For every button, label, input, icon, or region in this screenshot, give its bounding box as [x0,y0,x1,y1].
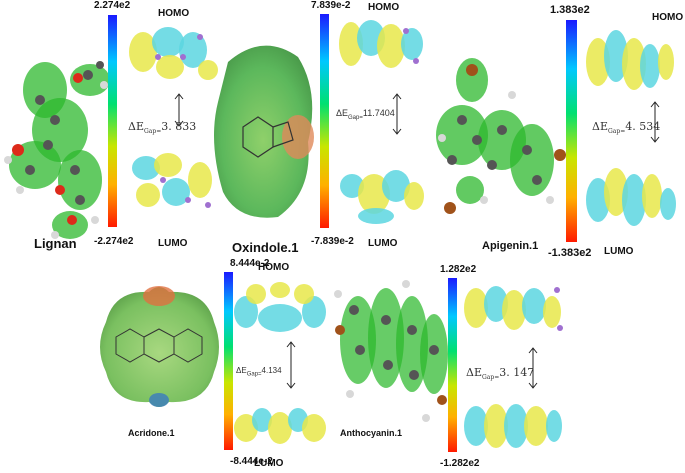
anthocyanin-color-scale [448,278,457,452]
acridone-gap-value: 4.134 [261,366,282,375]
acridone-esp-surface [100,286,219,407]
lignan-homo-lumo-arrow [174,93,184,127]
acridone-label: Acridone.1 [128,428,175,438]
acridone-homo-orbital [234,282,326,332]
lignan-homo-orbital [129,27,218,80]
oxindole-scale-max: 7.839e-2 [311,0,351,11]
acridone-gap-subscript: Gap= [246,371,262,378]
lignan-lumo-orbital [132,153,212,208]
apigenin-gap-subscript: Gap= [607,128,626,136]
apigenin-molecule [436,58,566,214]
anthocyanin-scale-max: 1.282e2 [440,264,477,275]
anthocyanin-scale-min: -1.282e2 [440,458,480,469]
lignan-homo-label: HOMO [158,8,190,19]
anthocyanin-label: Anthocyanin.1 [340,428,403,438]
lignan-scale-min: -2.274e2 [94,236,134,247]
oxindole-gap-subscript: Gap= [348,114,363,121]
oxindole-lumo-label: LUMO [368,238,398,249]
lignan-gap-value: 3. 833 [161,120,197,133]
acridone-homo-label: HOMO [258,262,290,273]
anthocyanin-lumo-orbital [464,404,562,448]
lignan-lumo-label: LUMO [158,238,188,249]
lignan-gap-label: ΔEGap=3. 833 [128,120,196,135]
acridone-color-scale [224,272,233,450]
oxindole-homo-lumo-arrow [392,93,402,135]
oxindole-homo-orbital [339,20,423,68]
anthocyanin-gap-subscript: Gap= [481,374,500,382]
apigenin-label: Apigenin.1 [482,240,539,252]
apigenin-lumo-label: LUMO [604,246,634,257]
oxindole-color-scale [320,14,329,228]
apigenin-homo-orbital [586,30,674,90]
apigenin-homo-lumo-arrow [650,101,660,143]
lignan-scale-max: 2.274e2 [94,0,131,11]
apigenin-gap-value: 4. 534 [625,120,661,133]
oxindole-homo-label: HOMO [368,2,400,13]
anthocyanin-homo-lumo-arrow [528,347,538,389]
acridone-gap-label: ΔEGap=4.134 [236,366,282,378]
apigenin-homo-label: HOMO [652,12,684,23]
acridone-homo-lumo-arrow [286,341,296,389]
anthocyanin-gap-symbol: ΔE [466,366,482,379]
oxindole-esp-surface [214,45,314,218]
anthocyanin-homo-orbital [464,286,563,331]
apigenin-scale-max: 1.383e2 [550,4,590,16]
lignan-label: Lignan [34,236,77,251]
apigenin-lumo-orbital [586,168,676,226]
oxindole-gap-symbol: ΔE [336,108,349,118]
anthocyanin-molecule [334,280,448,422]
acridone-scale-min: -8.444e-2 [230,456,273,467]
apigenin-gap-label: ΔEGap=4. 534 [592,120,660,135]
acridone-gap-symbol: ΔE [236,366,247,375]
anthocyanin-gap-label: ΔEGap=3. 147 [466,366,534,381]
lignan-color-scale [108,15,117,227]
lignan-molecule [4,61,110,239]
apigenin-scale-min: -1.383e2 [548,247,592,259]
apigenin-color-scale [566,20,577,242]
anthocyanin-gap-value: 3. 147 [499,366,535,379]
acridone-scale-max: 8.444e-2 [230,258,270,269]
oxindole-lumo-orbital [340,170,424,224]
oxindole-scale-min: -7.839e-2 [311,236,354,247]
lignan-gap-subscript: Gap= [143,128,162,136]
oxindole-gap-label: ΔEGap=11.7404 [336,108,395,121]
apigenin-gap-symbol: ΔE [592,120,608,133]
acridone-lumo-orbital [234,408,326,444]
lignan-gap-symbol: ΔE [128,120,144,133]
oxindole-gap-value: 11.7404 [362,108,395,118]
acridone-lumo-label: LUMO [254,458,284,469]
oxindole-label: Oxindole.1 [232,240,299,255]
